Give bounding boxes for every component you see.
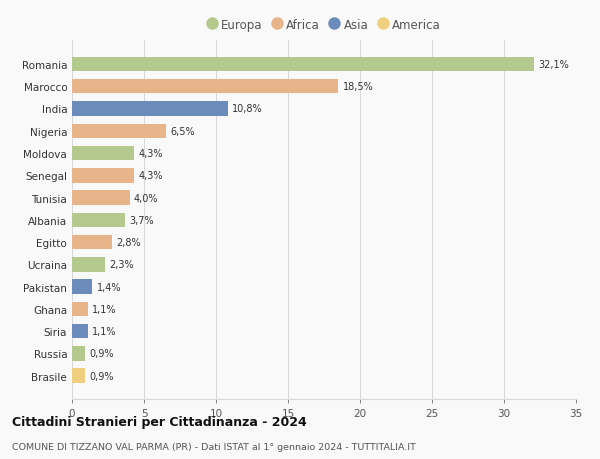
Text: 4,3%: 4,3%: [138, 149, 163, 159]
Text: 3,7%: 3,7%: [130, 215, 154, 225]
Text: 6,5%: 6,5%: [170, 127, 194, 136]
Text: 0,9%: 0,9%: [89, 349, 114, 358]
Text: 10,8%: 10,8%: [232, 104, 262, 114]
Text: 0,9%: 0,9%: [89, 371, 114, 381]
Text: 32,1%: 32,1%: [539, 60, 569, 70]
Bar: [72, 124, 166, 139]
Text: COMUNE DI TIZZANO VAL PARMA (PR) - Dati ISTAT al 1° gennaio 2024 - TUTTITALIA.IT: COMUNE DI TIZZANO VAL PARMA (PR) - Dati …: [12, 442, 416, 451]
Bar: [72, 102, 227, 117]
Text: 1,1%: 1,1%: [92, 326, 116, 336]
Text: 4,0%: 4,0%: [134, 193, 158, 203]
Bar: [72, 302, 88, 316]
Bar: [72, 280, 92, 294]
Text: 2,3%: 2,3%: [109, 260, 134, 270]
Text: 18,5%: 18,5%: [343, 82, 373, 92]
Bar: [72, 168, 134, 183]
Text: Cittadini Stranieri per Cittadinanza - 2024: Cittadini Stranieri per Cittadinanza - 2…: [12, 415, 307, 428]
Text: 1,1%: 1,1%: [92, 304, 116, 314]
Bar: [72, 257, 105, 272]
Bar: [72, 235, 112, 250]
Bar: [72, 324, 88, 339]
Bar: [72, 80, 338, 94]
Bar: [72, 57, 534, 72]
Bar: [72, 213, 125, 228]
Text: 1,4%: 1,4%: [97, 282, 121, 292]
Text: 4,3%: 4,3%: [138, 171, 163, 181]
Text: 2,8%: 2,8%: [116, 238, 141, 247]
Bar: [72, 347, 85, 361]
Bar: [72, 191, 130, 205]
Bar: [72, 146, 134, 161]
Bar: [72, 369, 85, 383]
Legend: Europa, Africa, Asia, America: Europa, Africa, Asia, America: [207, 19, 441, 32]
